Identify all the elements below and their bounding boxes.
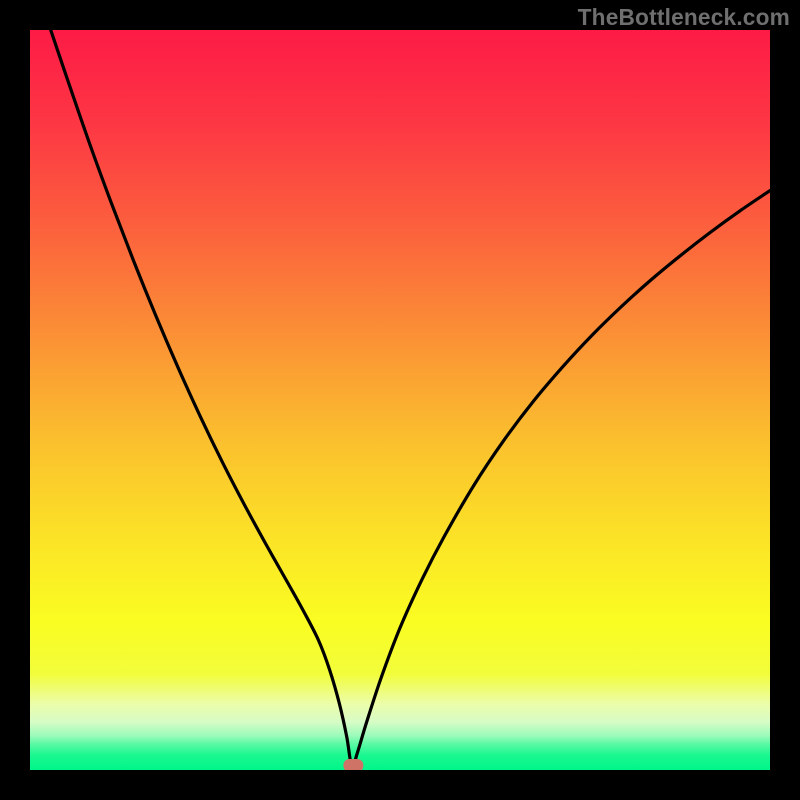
plot-area — [30, 30, 770, 770]
watermark-text: TheBottleneck.com — [578, 4, 790, 31]
bottleneck-chart: TheBottleneck.com — [0, 0, 800, 800]
min-marker — [343, 759, 363, 770]
plot-svg — [30, 30, 770, 770]
plot-background — [30, 30, 770, 770]
